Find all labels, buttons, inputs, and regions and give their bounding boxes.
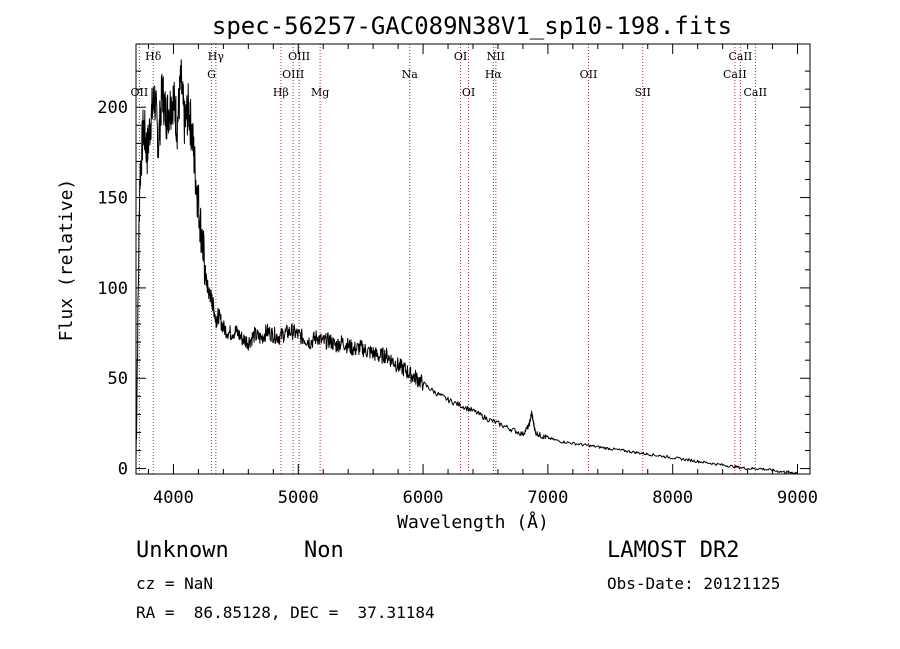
obs-date: Obs-Date: 20121125 [607, 574, 781, 593]
survey-name: LAMOST DR2 [607, 538, 740, 563]
series-layer [135, 59, 798, 475]
spectral-line-label: OIII [282, 68, 304, 81]
x-axis-label: Wavelength (Å) [397, 511, 549, 533]
x-tick-label: 9000 [777, 488, 818, 508]
redshift-text: cz = NaN [136, 574, 214, 593]
spectral-line-label: SII [635, 86, 651, 99]
spectral-line-label: OII [131, 86, 149, 99]
spectral-line-label: Hα [485, 68, 503, 81]
object-subclass: Non [304, 538, 344, 563]
x-tick-label: 5000 [278, 488, 319, 508]
spectral-line-label: OII [580, 68, 598, 81]
spectral-line-label: CaII [723, 68, 747, 81]
y-tick-label: 50 [108, 369, 128, 389]
spectral-line-label: Na [402, 68, 419, 81]
spectral-line-label: G [207, 68, 216, 81]
x-tick-label: 8000 [652, 488, 693, 508]
chart-title: spec-56257-GAC089N38V1_sp10-198.fits [212, 12, 732, 40]
object-class: Unknown [136, 538, 229, 563]
coordinates-text: RA = 86.85128, DEC = 37.31184 [136, 603, 435, 622]
y-tick-label: 150 [97, 189, 128, 209]
spectral-line-label: OI [462, 86, 475, 99]
x-tick-label: 7000 [527, 488, 568, 508]
x-tick-label: 4000 [153, 488, 194, 508]
spectral-line-label: CaII [729, 50, 753, 63]
spectral-line-label: NII [487, 50, 505, 63]
y-axis-label: Flux (relative) [56, 179, 77, 342]
spectral-line-label: Mg [311, 86, 329, 99]
x-tick-label: 6000 [403, 488, 444, 508]
spectral-line-label: OIII [288, 50, 310, 63]
y-tick-label: 100 [97, 279, 128, 299]
spectral-line-label: Hγ [208, 50, 225, 63]
ticks-layer: 4000 5000 6000 7000 8000 9000 0 50 100 150 200 [97, 44, 818, 508]
spectral-line-label: OI [454, 50, 467, 63]
spectral-line-label: Hδ [145, 50, 162, 63]
spectral-line-label: CaII [743, 86, 767, 99]
spectral-lines-layer: Hδ OII Hγ G Hβ OIII OIII Mg Na OI OI NII Hα OII SII CaI… [131, 44, 767, 474]
y-tick-label: 200 [97, 98, 128, 118]
spectral-line-label: Hβ [273, 86, 289, 99]
y-tick-label: 0 [118, 460, 128, 480]
flux-series-line [135, 59, 798, 475]
